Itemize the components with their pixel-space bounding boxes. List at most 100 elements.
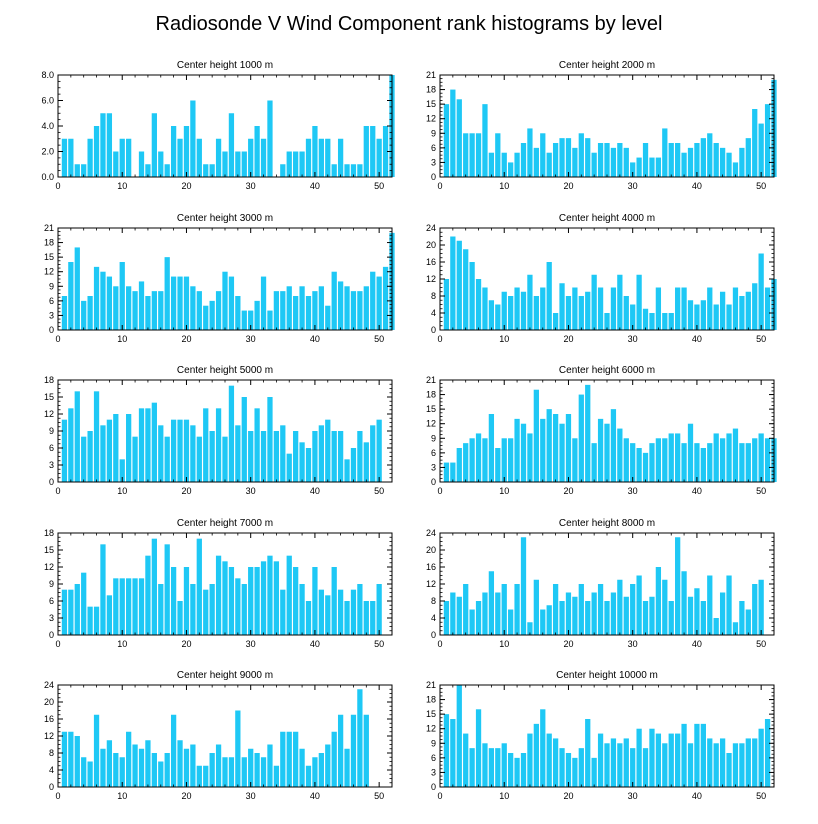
- histogram-bar: [443, 714, 450, 787]
- histogram-bar: [475, 433, 482, 482]
- histogram-bar: [228, 113, 235, 177]
- histogram-bar: [312, 291, 318, 330]
- histogram-bar: [565, 592, 572, 635]
- histogram-bar: [68, 138, 74, 177]
- x-tick-label: 10: [499, 791, 509, 801]
- histogram-panel: Center height 9000 m 0 10 20 30 40 50 0 4 8 12 16 20…: [44, 670, 393, 801]
- histogram-bar: [325, 595, 331, 635]
- histogram-bar: [93, 266, 100, 330]
- histogram-bar: [443, 601, 450, 635]
- histogram-bar: [469, 438, 475, 482]
- histogram-bar: [456, 240, 462, 330]
- histogram-bar: [183, 276, 190, 330]
- histogram-bar: [74, 247, 80, 330]
- y-tick-label: 0: [49, 630, 54, 640]
- x-tick-label: 30: [628, 181, 638, 191]
- x-tick-label: 50: [374, 639, 384, 649]
- histogram-bar: [495, 304, 501, 330]
- histogram-bar: [578, 296, 584, 330]
- histogram-bar: [617, 579, 623, 635]
- histogram-bar: [164, 753, 170, 787]
- histogram-bar: [273, 291, 280, 330]
- histogram-bar: [151, 538, 157, 635]
- histogram-bar: [305, 448, 312, 482]
- histogram-bar: [732, 622, 739, 635]
- y-tick-label: 21: [426, 375, 436, 385]
- histogram-bar: [280, 291, 286, 330]
- histogram-bar: [636, 448, 642, 482]
- histogram-bar: [177, 419, 183, 482]
- y-tick-label: 12: [44, 562, 54, 572]
- x-tick-label: 20: [181, 486, 191, 496]
- y-tick-label: 24: [426, 223, 436, 233]
- histogram-bar: [475, 279, 482, 330]
- histogram-bar: [241, 310, 247, 330]
- histogram-bar: [707, 443, 713, 482]
- histogram-bar: [707, 575, 713, 635]
- histogram-bar: [675, 537, 681, 635]
- histogram-bar: [585, 719, 591, 787]
- histogram-bar: [164, 544, 170, 635]
- histogram-bar: [132, 291, 138, 330]
- histogram-bar: [81, 300, 87, 330]
- histogram-bar: [145, 740, 151, 787]
- histogram-bar: [642, 143, 649, 177]
- histogram-bar: [119, 578, 125, 635]
- histogram-bar: [363, 126, 369, 177]
- x-tick-label: 0: [437, 486, 442, 496]
- x-tick-label: 40: [692, 639, 702, 649]
- histogram-bar: [138, 151, 145, 177]
- x-tick-label: 30: [246, 181, 256, 191]
- histogram-bar: [719, 291, 726, 330]
- histogram-bar: [241, 584, 247, 635]
- x-tick-label: 50: [756, 791, 766, 801]
- histogram-bar: [267, 310, 273, 330]
- histogram-bar: [604, 601, 610, 635]
- histogram-bar: [630, 443, 636, 482]
- histogram-bar: [235, 578, 241, 635]
- histogram-bar: [585, 138, 591, 177]
- histogram-bar: [61, 419, 68, 482]
- histogram-bar: [450, 592, 456, 635]
- panel-title: Center height 9000 m: [177, 670, 273, 681]
- y-tick-label: 0: [431, 172, 436, 182]
- histogram-bar: [93, 391, 100, 482]
- histogram-bar: [170, 126, 177, 177]
- histogram-bar: [132, 744, 138, 787]
- histogram-bar: [74, 164, 80, 177]
- y-tick-label: 18: [44, 375, 54, 385]
- histogram-bar: [527, 128, 533, 177]
- histogram-bar: [113, 151, 119, 177]
- histogram-bar: [533, 389, 539, 482]
- histogram-bar: [617, 143, 623, 177]
- histogram-bar: [126, 138, 132, 177]
- histogram-bar: [540, 418, 546, 482]
- histogram-bar: [299, 584, 305, 635]
- histogram-bar: [475, 133, 482, 177]
- histogram-bar: [318, 753, 324, 787]
- histogram-bar: [578, 394, 584, 482]
- histogram-bar: [87, 761, 93, 787]
- x-tick-label: 40: [692, 334, 702, 344]
- y-tick-label: 9: [431, 738, 436, 748]
- histogram-bar: [623, 596, 629, 635]
- histogram-bar: [325, 138, 331, 177]
- y-tick-label: 0: [431, 325, 436, 335]
- histogram-bar: [254, 408, 260, 482]
- histogram-bar: [280, 589, 286, 635]
- y-tick-label: 6: [49, 296, 54, 306]
- histogram-bar: [732, 162, 739, 177]
- histogram-bar: [100, 271, 106, 330]
- y-tick-label: 9: [49, 426, 54, 436]
- y-tick-label: 21: [426, 70, 436, 80]
- panel-title: Center height 5000 m: [177, 365, 273, 376]
- histogram-panel: Center height 1000 m 0 10 20 30 40 50 0.0 2.0 4.0…: [41, 60, 395, 191]
- histogram-bar: [463, 733, 469, 787]
- y-tick-label: 3: [49, 310, 54, 320]
- histogram-bar: [495, 133, 501, 177]
- x-tick-label: 0: [437, 791, 442, 801]
- histogram-bar: [559, 283, 565, 330]
- histogram-bar: [552, 143, 559, 177]
- x-tick-label: 40: [692, 791, 702, 801]
- histogram-bar: [604, 143, 610, 177]
